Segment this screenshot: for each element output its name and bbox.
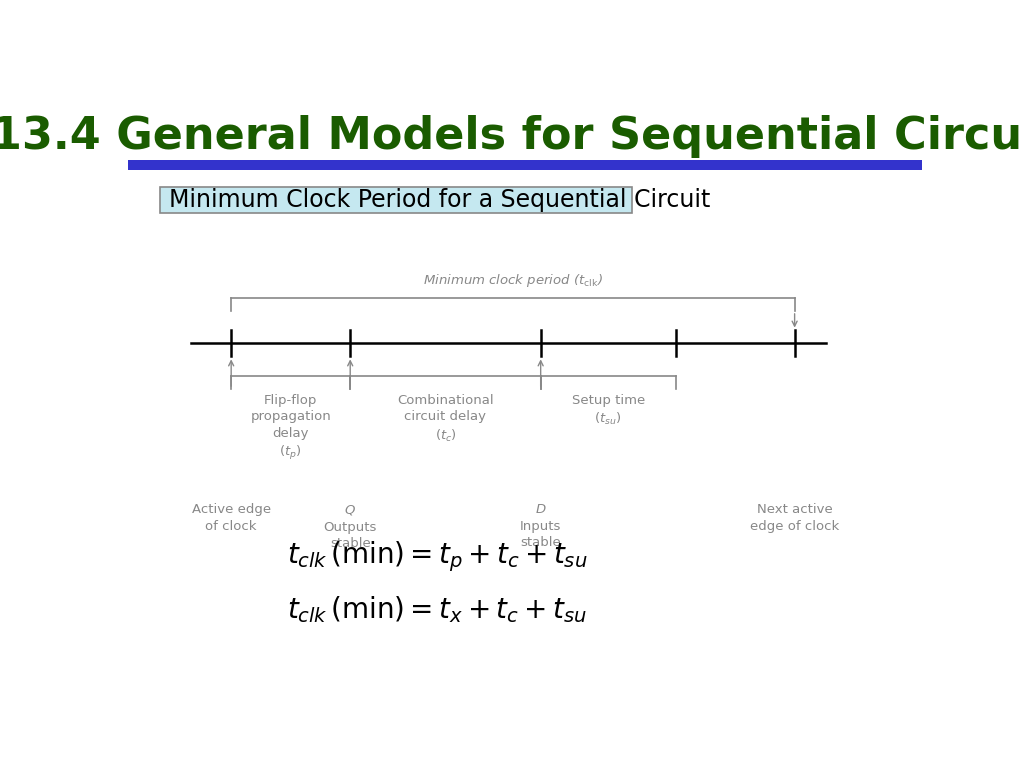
- Text: Active edge
of clock: Active edge of clock: [191, 503, 270, 533]
- Bar: [128, 160, 922, 170]
- Text: Setup time
$(t_{su})$: Setup time $(t_{su})$: [571, 394, 645, 427]
- FancyBboxPatch shape: [160, 187, 632, 214]
- Text: Next active
edge of clock: Next active edge of clock: [750, 503, 840, 533]
- Text: $t_{clk}\,(\mathrm{min}) = t_p + t_c + t_{su}$: $t_{clk}\,(\mathrm{min}) = t_p + t_c + t…: [287, 539, 587, 574]
- Text: Flip-flop
propagation
delay
$(t_p)$: Flip-flop propagation delay $(t_p)$: [250, 394, 331, 462]
- Text: Minimum Clock Period for a Sequential Circuit: Minimum Clock Period for a Sequential Ci…: [169, 188, 711, 212]
- Text: 13.4 General Models for Sequential Circuit: 13.4 General Models for Sequential Circu…: [0, 115, 1024, 158]
- Text: $D$
Inputs
stable: $D$ Inputs stable: [520, 503, 561, 549]
- Text: $t_{clk}\,(\mathrm{min}) = t_x + t_c + t_{su}$: $t_{clk}\,(\mathrm{min}) = t_x + t_c + t…: [287, 594, 587, 625]
- Text: $Q$
Outputs
stable: $Q$ Outputs stable: [324, 503, 377, 550]
- Text: Minimum clock period ($t_{\mathrm{clk}}$): Minimum clock period ($t_{\mathrm{clk}}$…: [423, 272, 603, 289]
- Text: Combinational
circuit delay
$(t_c)$: Combinational circuit delay $(t_c)$: [397, 394, 494, 444]
